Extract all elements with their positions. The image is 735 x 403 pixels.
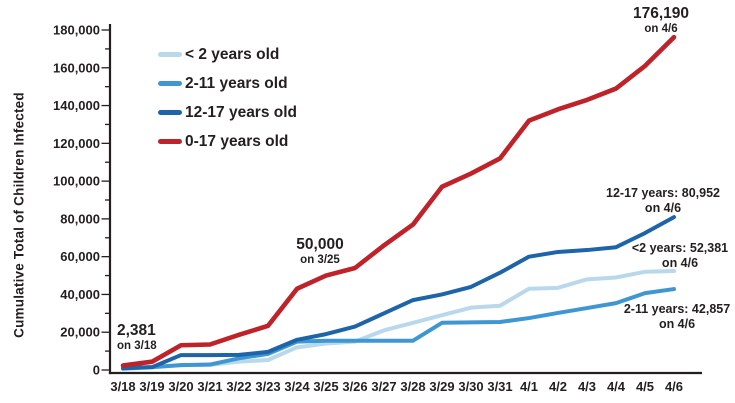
x-tick-label: 4/6 [665, 379, 683, 394]
legend-swatch-2-years-old [158, 52, 182, 57]
y-tick-label: 80,000 [60, 211, 100, 226]
y-tick-label: 120,000 [53, 136, 100, 151]
x-tick-label: 3/27 [371, 379, 396, 394]
legend-item-2-11-years-old: 2-11 years old [158, 69, 297, 98]
legend-swatch-2-11-years-old [158, 81, 182, 86]
x-tick-label: 3/21 [197, 379, 222, 394]
x-tick-label: 3/26 [342, 379, 367, 394]
x-tick-label: 4/2 [549, 379, 567, 394]
annotation-50-000: 50,000 on 3/25 [296, 236, 343, 268]
annotation-value: 2,381 [117, 322, 156, 339]
y-tick-label: 60,000 [60, 249, 100, 264]
legend-label-0-17-years-old: 0-17 years old [185, 132, 289, 150]
x-tick-label: 3/19 [139, 379, 164, 394]
x-tick-label: 3/20 [168, 379, 193, 394]
x-tick-label: 3/18 [110, 379, 135, 394]
y-tick-label: 20,000 [60, 325, 100, 340]
y-tick-label: 100,000 [53, 174, 100, 189]
annotation-value: 176,190 [632, 5, 690, 22]
annotation-2-years-52-381: <2 years: 52,381 on 4/6 [632, 241, 728, 271]
annotation-date: on 4/6 [644, 200, 682, 215]
y-tick-label: 140,000 [53, 98, 100, 113]
x-tick-label: 4/4 [607, 379, 626, 394]
series-line-0-17-years-old [120, 34, 677, 368]
legend-swatch-0-17-years-old [158, 139, 182, 144]
annotation-date: on 4/6 [644, 23, 678, 36]
y-tick-label: 0 [93, 363, 100, 378]
x-tick-label: 3/28 [400, 379, 425, 394]
legend-label-2-years-old: < 2 years old [185, 45, 280, 63]
annotation-2-11-years-42-857: 2-11 years: 42,857 on 4/6 [624, 302, 730, 332]
annotation-12-17-years-80-952: 12-17 years: 80,952 on 4/6 [606, 186, 720, 216]
y-tick-label: 40,000 [60, 287, 100, 302]
annotation-2-381: 2,381 on 3/18 [117, 322, 157, 354]
annotation-date: on 4/6 [658, 316, 696, 331]
x-tick-label: 4/5 [636, 379, 654, 394]
y-tick-label: 180,000 [53, 23, 100, 38]
legend-label-12-17-years-old: 12-17 years old [185, 103, 298, 121]
annotation-date: on 3/18 [117, 340, 157, 353]
annotation-value: 50,000 [296, 236, 344, 253]
annotation-date: on 3/25 [300, 254, 340, 267]
annotation-value: 12-17 years: 80,952 [606, 186, 720, 200]
annotation-176-190: 176,190 on 4/6 [633, 5, 689, 37]
x-tick-label: 3/22 [226, 379, 251, 394]
legend-label-2-11-years-old: 2-11 years old [185, 74, 288, 92]
x-tick-label: 3/29 [429, 379, 454, 394]
x-tick-label: 3/31 [487, 379, 512, 394]
x-tick-label: 4/3 [578, 379, 596, 394]
x-tick-label: 3/25 [313, 379, 338, 394]
annotation-date: on 4/6 [661, 255, 699, 270]
series-line-2-11-years-old [121, 287, 676, 371]
x-tick-label: 3/24 [284, 379, 310, 394]
legend-item-12-17-years-old: 12-17 years old [158, 98, 297, 127]
annotation-value: 2-11 years: 42,857 [623, 302, 731, 316]
x-tick-label: 3/23 [255, 379, 280, 394]
legend-item-2-years-old: < 2 years old [158, 40, 297, 69]
x-tick-label: 4/1 [520, 379, 538, 394]
series-line-12-17-years-old [121, 215, 676, 371]
legend: < 2 years old 2-11 years old 12-17 years o… [158, 40, 297, 156]
legend-item-0-17-years-old: 0-17 years old [158, 127, 297, 156]
annotation-value: <2 years: 52,381 [631, 241, 729, 255]
y-tick-label: 160,000 [53, 60, 100, 75]
x-tick-label: 3/30 [458, 379, 483, 394]
legend-swatch-12-17-years-old [158, 110, 182, 115]
